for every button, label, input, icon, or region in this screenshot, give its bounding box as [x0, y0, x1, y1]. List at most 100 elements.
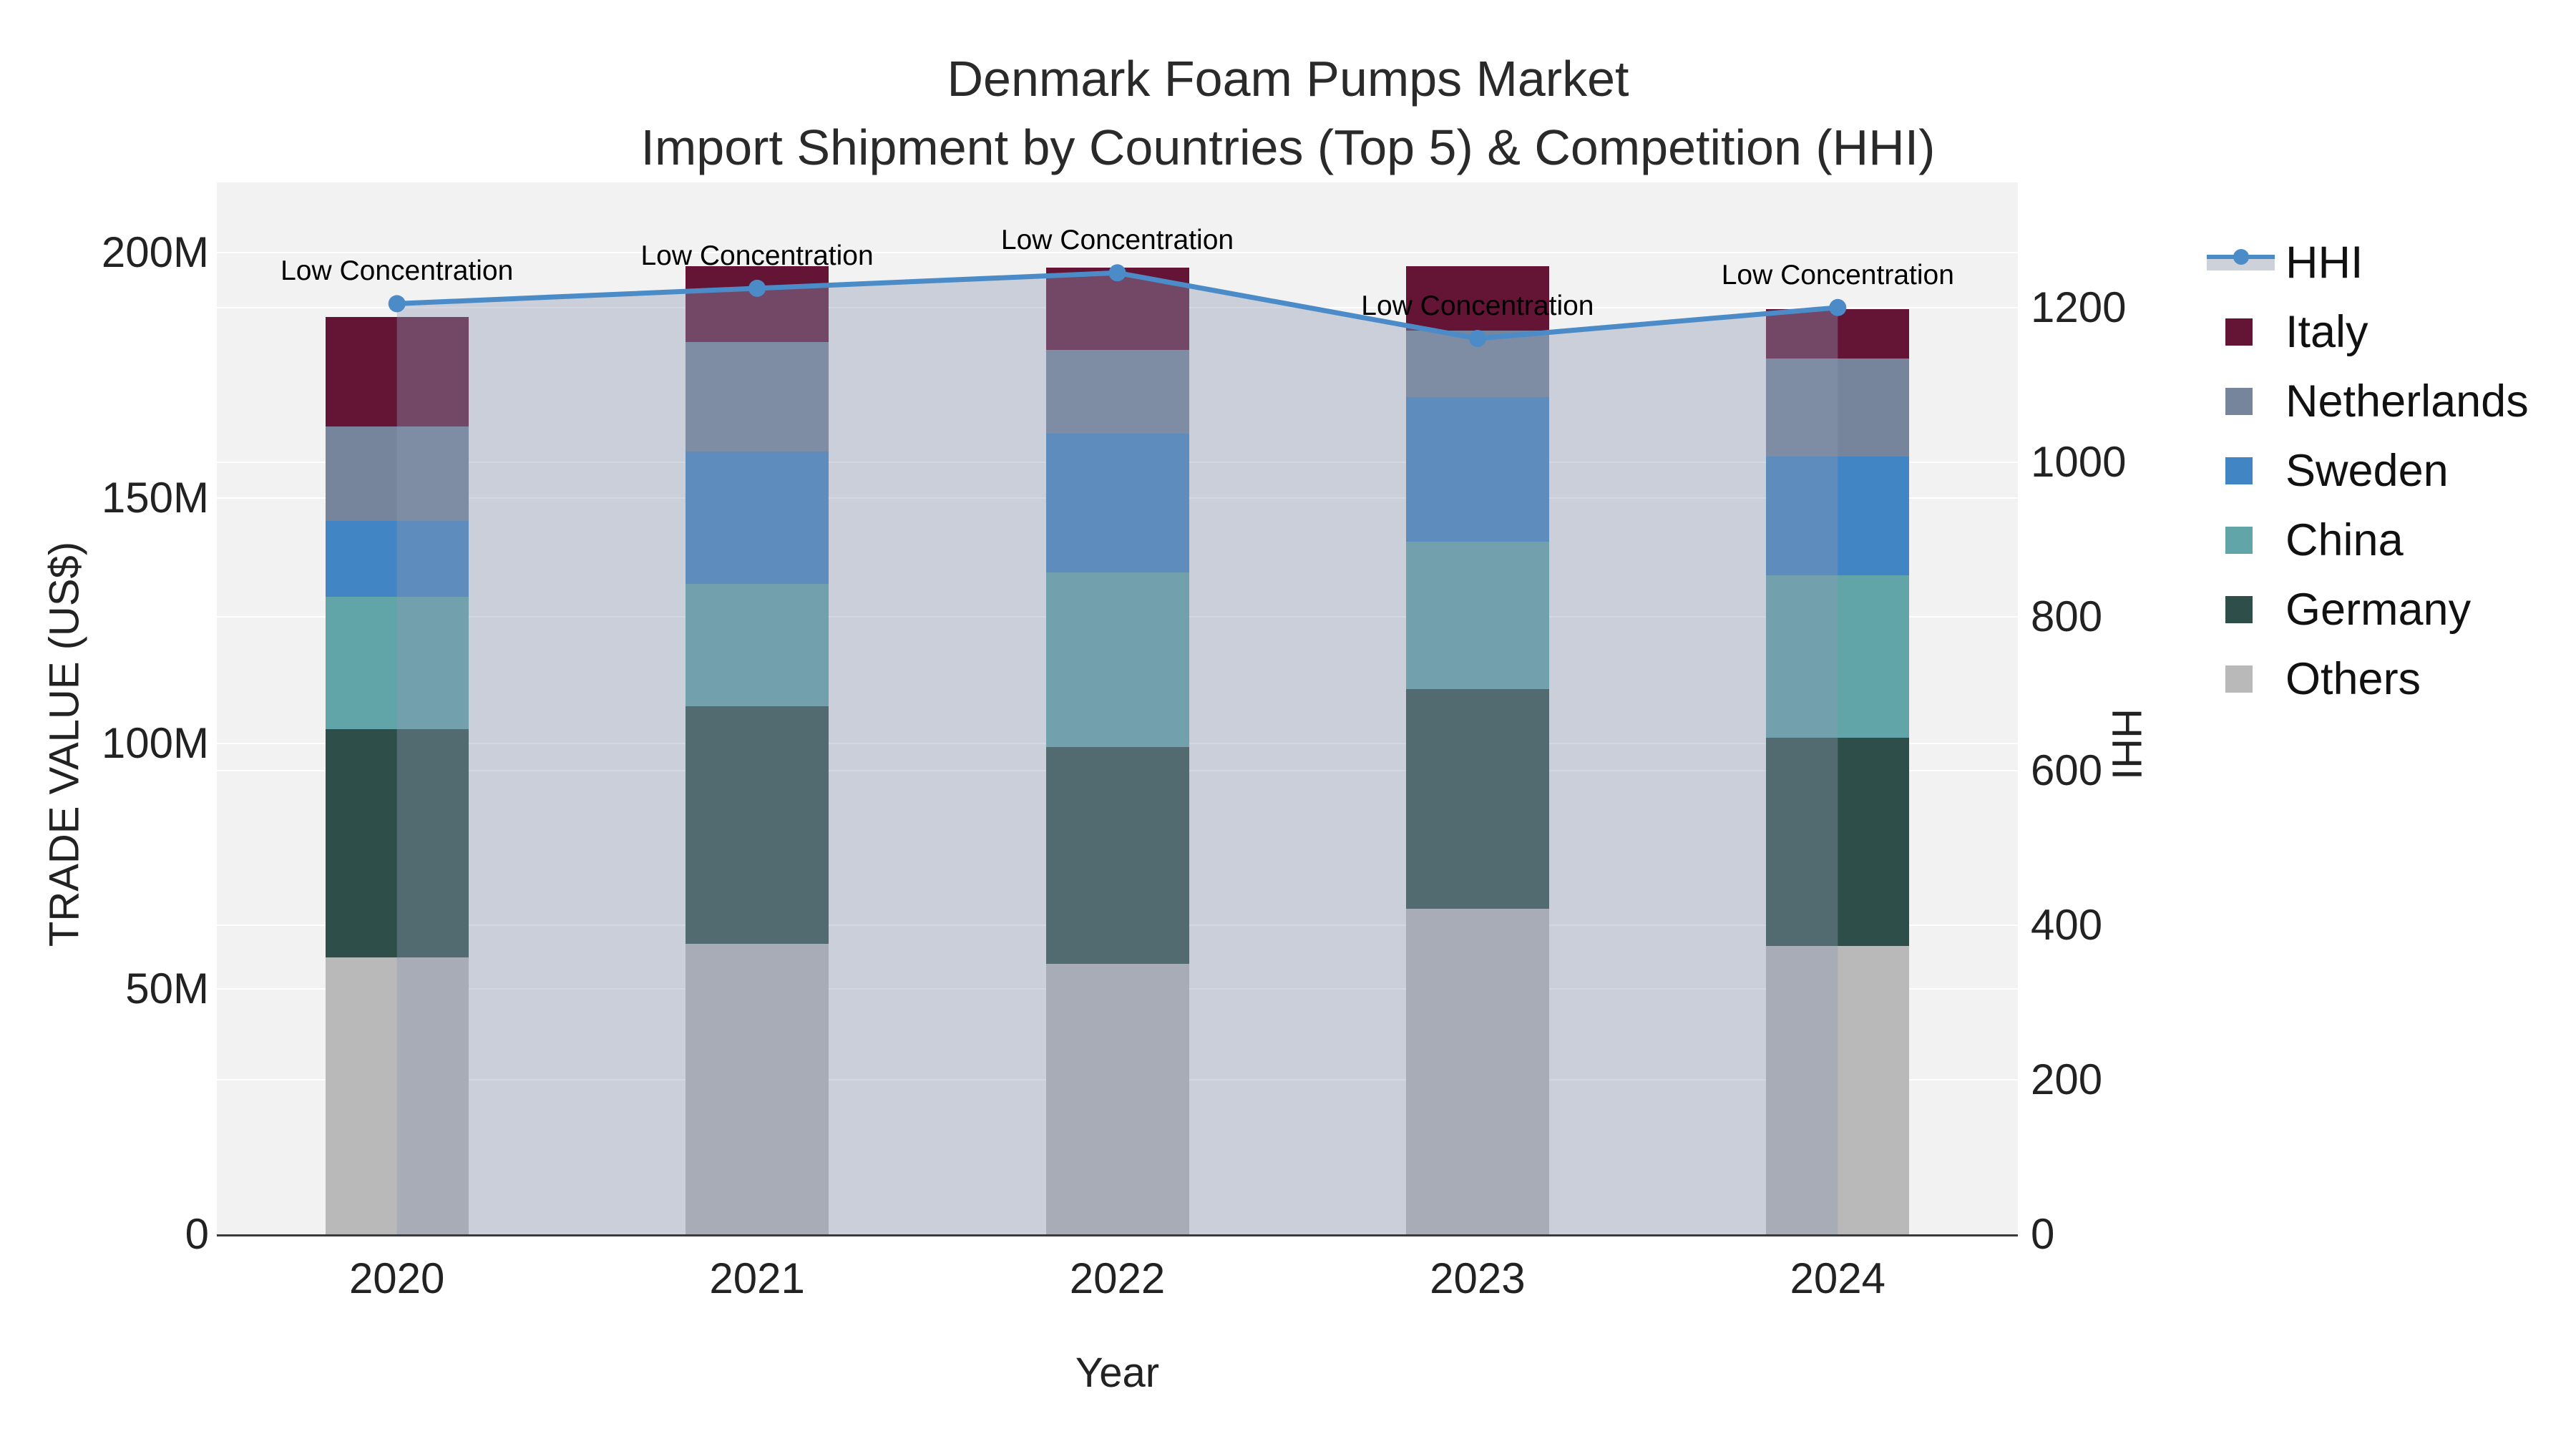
annotation-low-concentration-2022: Low Concentration [1000, 225, 1234, 256]
legend-sample-others [2204, 665, 2285, 693]
legend-label-others: Others [2285, 653, 2421, 704]
bar-segment-netherlands-2024[interactable] [1766, 358, 1910, 457]
legend-label-sweden: Sweden [2285, 445, 2449, 496]
bar-segment-china-2020[interactable] [325, 596, 469, 730]
chart-title-line1: Denmark Foam Pumps Market [947, 51, 1629, 107]
legend-item-germany[interactable]: Germany [2204, 575, 2529, 644]
y-right-tick-1000: 1000 [2031, 437, 2127, 486]
hhi-marker-2020[interactable] [388, 295, 406, 313]
bar-segment-netherlands-2020[interactable] [325, 426, 469, 522]
bar-segment-sweden-2022[interactable] [1045, 434, 1189, 573]
y-left-tick-200M: 200M [101, 228, 209, 277]
bar-segment-others-2022[interactable] [1045, 964, 1189, 1234]
y-axis-left-title: TRADE VALUE (US$) [41, 541, 88, 947]
x-tick-2022: 2022 [1069, 1254, 1166, 1302]
bar-segment-sweden-2024[interactable] [1766, 456, 1910, 575]
y-right-tick-800: 800 [2031, 592, 2103, 640]
legend: HHI Italy Netherlands Sweden China Germany Oth… [2204, 228, 2529, 713]
gridline-left-200M [217, 252, 2018, 254]
stacked-bar-2024 [1766, 309, 1910, 1234]
y-left-tick-0: 0 [185, 1210, 209, 1258]
y-right-tick-200: 200 [2031, 1055, 2103, 1104]
x-tick-2024: 2024 [1790, 1254, 1886, 1302]
bar-segment-germany-2024[interactable] [1766, 737, 1910, 946]
legend-sample-china [2204, 526, 2285, 554]
bar-segment-italy-2020[interactable] [325, 317, 469, 426]
legend-sample-sweden [2204, 457, 2285, 484]
hhi-area-fill [396, 273, 1838, 1234]
bar-segment-germany-2020[interactable] [325, 729, 469, 958]
sweden-swatch-icon [2225, 457, 2253, 484]
y-right-tick-400: 400 [2031, 901, 2103, 950]
bar-segment-china-2022[interactable] [1045, 572, 1189, 747]
stacked-bar-2023 [1405, 266, 1549, 1234]
bar-segment-netherlands-2022[interactable] [1045, 349, 1189, 434]
bar-segment-others-2024[interactable] [1766, 945, 1910, 1234]
plot-area: Low Concentration Low Concentration Low Co… [217, 182, 2018, 1236]
bar-segment-germany-2022[interactable] [1045, 746, 1189, 965]
hhi-line-sample-icon [2207, 248, 2275, 273]
bar-segment-sweden-2021[interactable] [686, 451, 829, 585]
stacked-bar-2021 [686, 266, 829, 1234]
bar-segment-china-2023[interactable] [1405, 542, 1549, 689]
annotation-low-concentration-2024: Low Concentration [1721, 259, 1954, 291]
bar-segment-others-2020[interactable] [325, 957, 469, 1234]
hhi-line-overlay [388, 264, 1847, 1234]
bar-segment-sweden-2020[interactable] [325, 521, 469, 597]
bar-segment-germany-2021[interactable] [686, 706, 829, 944]
bar-segment-china-2021[interactable] [686, 584, 829, 706]
legend-label-germany: Germany [2285, 584, 2472, 635]
legend-item-hhi[interactable]: HHI [2204, 228, 2529, 297]
bar-segment-sweden-2023[interactable] [1405, 396, 1549, 542]
y-axis-right-title: HHI [2103, 708, 2150, 780]
annotation-low-concentration-2023: Low Concentration [1361, 291, 1594, 322]
legend-item-italy[interactable]: Italy [2204, 297, 2529, 366]
stacked-bar-2020 [325, 317, 469, 1234]
germany-swatch-icon [2225, 595, 2253, 623]
bar-segment-germany-2023[interactable] [1405, 688, 1549, 909]
annotation-low-concentration-2021: Low Concentration [640, 240, 874, 271]
x-tick-2020: 2020 [348, 1254, 445, 1302]
netherlands-swatch-icon [2225, 387, 2253, 415]
hhi-marker-2023[interactable] [1468, 330, 1486, 347]
x-tick-2021: 2021 [709, 1254, 805, 1302]
legend-item-sweden[interactable]: Sweden [2204, 436, 2529, 505]
bar-segment-others-2023[interactable] [1405, 909, 1549, 1234]
chart-title: Denmark Foam Pumps Market Import Shipmen… [0, 44, 2576, 182]
bar-segment-italy-2021[interactable] [686, 266, 829, 342]
legend-sample-netherlands [2204, 387, 2285, 415]
hhi-marker-2024[interactable] [1829, 298, 1847, 316]
bar-segment-china-2024[interactable] [1766, 575, 1910, 738]
legend-sample-germany [2204, 595, 2285, 623]
bar-segment-netherlands-2021[interactable] [686, 341, 829, 452]
y-left-tick-150M: 150M [101, 474, 209, 522]
legend-sample-italy [2204, 318, 2285, 346]
bar-segment-others-2021[interactable] [686, 943, 829, 1234]
legend-item-china[interactable]: China [2204, 505, 2529, 575]
y-left-tick-50M: 50M [125, 965, 209, 1013]
hhi-marker-2021[interactable] [748, 279, 766, 297]
y-left-tick-100M: 100M [101, 719, 209, 768]
bar-segment-italy-2023[interactable] [1405, 266, 1549, 331]
annotation-low-concentration-2020: Low Concentration [280, 255, 514, 287]
legend-label-italy: Italy [2285, 306, 2368, 357]
hhi-marker-2022[interactable] [1108, 264, 1126, 282]
italy-swatch-icon [2225, 318, 2253, 346]
x-axis-title: Year [1075, 1350, 1160, 1396]
stacked-bar-2022 [1045, 268, 1189, 1234]
others-swatch-icon [2225, 665, 2253, 693]
y-right-tick-600: 600 [2031, 746, 2103, 795]
legend-item-netherlands[interactable]: Netherlands [2204, 366, 2529, 436]
legend-label-hhi: HHI [2285, 237, 2363, 288]
y-right-tick-0: 0 [2031, 1210, 2055, 1258]
china-swatch-icon [2225, 526, 2253, 554]
bar-segment-italy-2024[interactable] [1766, 309, 1910, 359]
legend-item-others[interactable]: Others [2204, 644, 2529, 713]
x-tick-2023: 2023 [1430, 1254, 1526, 1302]
legend-label-china: China [2285, 514, 2404, 565]
legend-label-netherlands: Netherlands [2285, 376, 2529, 426]
y-right-tick-1200: 1200 [2031, 283, 2127, 331]
chart-title-line2: Import Shipment by Countries (Top 5) & C… [640, 119, 1936, 175]
legend-sample-hhi [2204, 248, 2285, 273]
